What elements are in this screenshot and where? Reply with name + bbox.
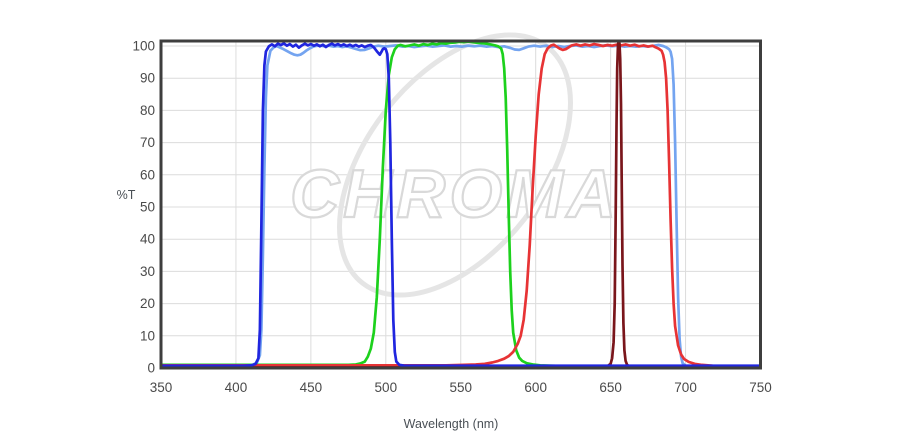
plot-border [159,39,762,370]
y-tick-label: 80 [140,103,155,118]
y-tick-label: 50 [140,200,155,215]
x-tick-label: 700 [674,380,697,395]
series-blue-bandpass [159,42,762,368]
y-tick-label: 0 [147,361,155,376]
chroma-watermark: CHROMA [289,156,620,232]
y-tick-label: 10 [140,328,155,343]
x-tick-label: 350 [150,380,173,395]
y-tick-label: 40 [140,232,155,247]
y-tick-label: 100 [132,39,155,54]
series-light-blue-wideband [159,43,762,369]
y-axis-title: %T [116,188,136,202]
y-tick-label: 60 [140,167,155,182]
y-tick-label: 20 [140,296,155,311]
x-tick-label: 450 [300,380,323,395]
series-red-bandpass [159,42,762,368]
x-tick-label: 500 [375,380,398,395]
y-tick-label: 90 [140,71,155,86]
x-axis-title: Wavelength (nm) [403,417,499,431]
x-tick-label: 400 [225,380,248,395]
y-tick-label: 30 [140,264,155,279]
x-tick-label: 600 [524,380,547,395]
x-tick-label: 550 [449,380,472,395]
x-tick-label: 750 [749,380,772,395]
y-tick-label: 70 [140,135,155,150]
x-tick-label: 650 [599,380,622,395]
